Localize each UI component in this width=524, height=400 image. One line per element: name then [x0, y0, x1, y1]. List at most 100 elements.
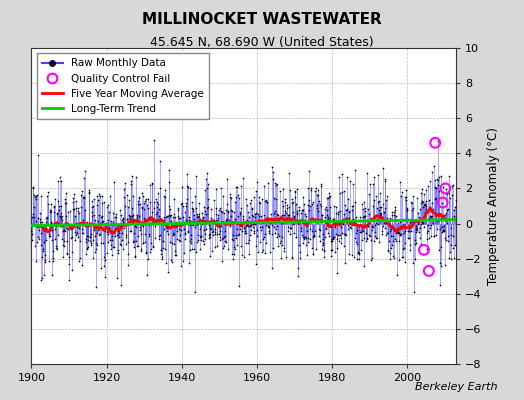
Point [146, 248, 154, 255]
Point [447, 232, 455, 238]
Point [243, 217, 252, 223]
Point [215, 227, 224, 234]
Point [213, 230, 221, 237]
Point [64, 253, 73, 260]
Point [105, 225, 114, 232]
Point [237, 243, 245, 249]
Point [173, 228, 181, 234]
Point [413, 227, 422, 233]
Point [217, 222, 226, 229]
Point [179, 250, 188, 256]
Point [393, 228, 401, 235]
Point [391, 212, 400, 219]
Point [209, 228, 217, 234]
Point [370, 238, 379, 244]
Point [266, 216, 274, 222]
Point [345, 208, 353, 215]
Point [443, 207, 452, 213]
Point [445, 190, 453, 197]
Point [32, 239, 41, 246]
Point [328, 236, 336, 242]
Point [447, 214, 456, 221]
Point [354, 249, 362, 256]
Point [338, 230, 346, 236]
Point [178, 184, 186, 190]
Point [299, 194, 307, 200]
Point [110, 222, 118, 228]
Point [386, 214, 394, 221]
Point [154, 201, 162, 208]
Point [362, 230, 370, 236]
Point [257, 219, 265, 226]
Point [438, 200, 446, 206]
Point [366, 181, 375, 187]
Point [101, 274, 109, 280]
Point [269, 245, 277, 251]
Point [119, 218, 128, 225]
Point [321, 234, 329, 240]
Point [242, 240, 250, 246]
Point [442, 216, 450, 223]
Point [77, 192, 85, 198]
Point [316, 200, 324, 207]
Point [123, 216, 131, 222]
Point [119, 225, 128, 232]
Point [351, 198, 359, 205]
Point [410, 256, 419, 262]
Point [444, 254, 453, 261]
Point [330, 203, 339, 209]
Point [200, 186, 209, 193]
Y-axis label: Temperature Anomaly (°C): Temperature Anomaly (°C) [487, 127, 500, 285]
Point [71, 237, 80, 243]
Point [398, 189, 406, 196]
Point [79, 193, 88, 200]
Point [329, 216, 337, 222]
Point [412, 228, 421, 235]
Point [199, 214, 207, 220]
Point [355, 251, 364, 257]
Point [279, 220, 287, 227]
Point [371, 222, 379, 228]
Point [367, 215, 375, 222]
Point [309, 251, 317, 258]
Point [406, 219, 414, 225]
Point [291, 189, 300, 195]
Point [100, 199, 108, 206]
Point [377, 231, 386, 238]
Point [392, 238, 400, 244]
Point [129, 218, 137, 225]
Point [140, 206, 148, 212]
Point [304, 202, 313, 208]
Point [304, 235, 312, 242]
Point [46, 208, 54, 215]
Point [398, 254, 406, 260]
Point [135, 194, 144, 200]
Point [104, 217, 113, 223]
Point [113, 222, 122, 228]
Point [99, 212, 107, 219]
Point [351, 234, 359, 241]
Point [418, 218, 426, 225]
Point [126, 215, 135, 222]
Point [171, 213, 180, 220]
Point [169, 231, 178, 237]
Point [95, 232, 103, 238]
Point [67, 220, 75, 227]
Point [356, 222, 365, 228]
Point [333, 232, 342, 238]
Point [183, 184, 192, 191]
Point [394, 228, 402, 235]
Point [106, 242, 115, 248]
Point [290, 213, 298, 219]
Point [177, 226, 185, 233]
Point [394, 230, 402, 236]
Point [104, 202, 112, 208]
Point [176, 221, 184, 227]
Point [398, 254, 407, 260]
Point [208, 229, 216, 236]
Point [422, 187, 430, 194]
Point [335, 190, 344, 196]
Point [69, 198, 77, 205]
Point [192, 213, 201, 220]
Point [264, 180, 272, 186]
